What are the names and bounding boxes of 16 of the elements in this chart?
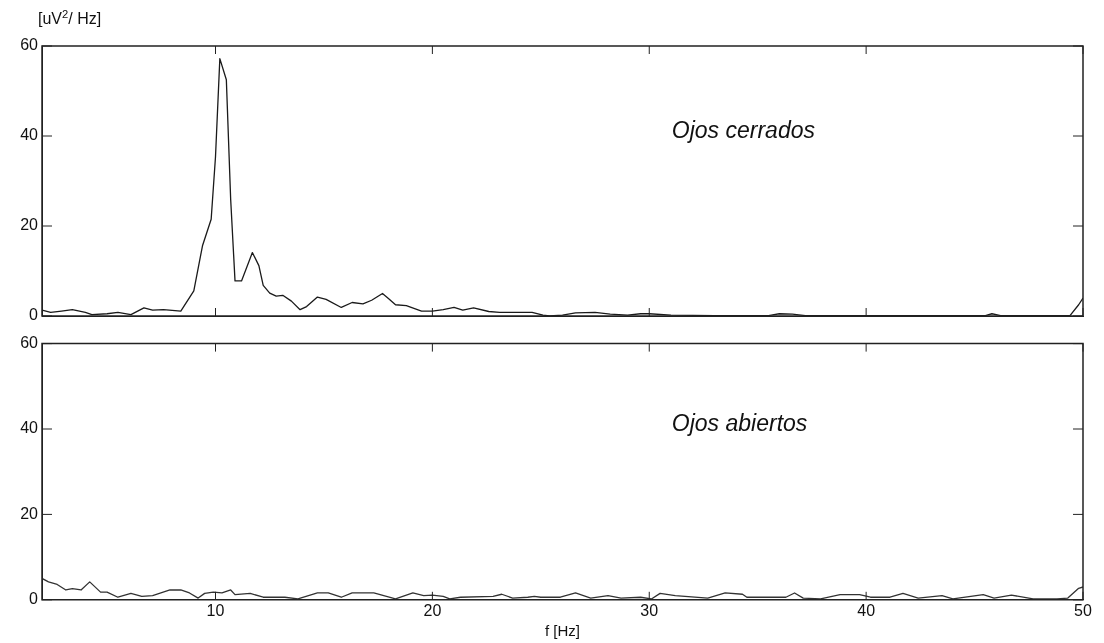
y-tick-label: 20 [20,504,39,522]
x-tick-label: 20 [423,601,442,619]
y-tick-label: 40 [20,419,39,437]
y-tick-label: 40 [20,126,39,144]
y-tick-label: 60 [20,36,39,54]
x-tick-label: 10 [206,601,225,619]
y-tick-label: 20 [20,216,39,234]
x-axis-title: f [Hz] [544,622,581,640]
x-tick-label: 40 [857,601,876,619]
x-tick-label: 50 [1074,601,1092,619]
y-tick-label: 0 [29,590,39,608]
y-tick-label: 60 [20,334,39,352]
x-tick-label: 30 [640,601,659,619]
annotation: Ojos abiertos [671,409,808,436]
y-tick-label: 0 [29,306,39,324]
annotation: Ojos cerrados [671,116,816,143]
